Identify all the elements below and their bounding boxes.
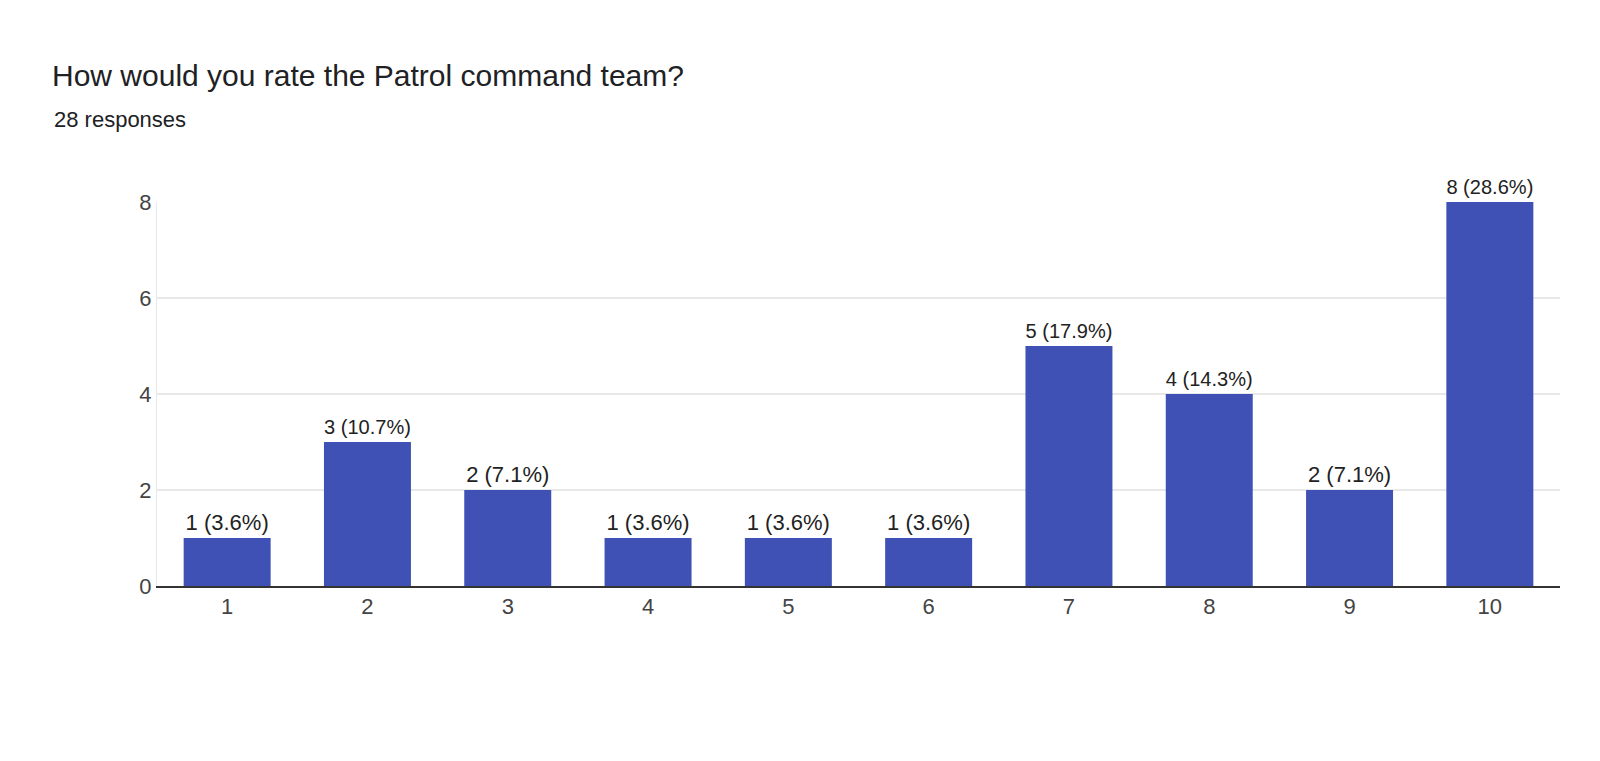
svg-text:3: 3 [502, 594, 514, 619]
svg-text:1 (3.6%): 1 (3.6%) [747, 510, 830, 535]
svg-text:4 (14.3%): 4 (14.3%) [1166, 368, 1253, 390]
svg-text:5: 5 [782, 594, 794, 619]
svg-text:6: 6 [923, 594, 935, 619]
svg-text:5 (17.9%): 5 (17.9%) [1025, 320, 1112, 342]
svg-text:2: 2 [361, 594, 373, 619]
svg-text:8: 8 [1203, 594, 1215, 619]
svg-text:6: 6 [139, 286, 151, 311]
svg-text:2 (7.1%): 2 (7.1%) [466, 462, 549, 487]
svg-text:8: 8 [139, 190, 151, 215]
svg-text:0: 0 [139, 574, 151, 599]
svg-text:2 (7.1%): 2 (7.1%) [1308, 462, 1391, 487]
svg-text:4: 4 [139, 382, 151, 407]
svg-text:9: 9 [1343, 594, 1355, 619]
svg-text:10: 10 [1478, 594, 1502, 619]
svg-text:7: 7 [1063, 594, 1075, 619]
svg-text:3 (10.7%): 3 (10.7%) [324, 416, 411, 438]
svg-text:8 (28.6%): 8 (28.6%) [1446, 176, 1533, 198]
svg-text:2: 2 [139, 478, 151, 503]
svg-text:1 (3.6%): 1 (3.6%) [186, 510, 269, 535]
svg-text:1 (3.6%): 1 (3.6%) [606, 510, 689, 535]
svg-text:1: 1 [221, 594, 233, 619]
svg-text:1 (3.6%): 1 (3.6%) [887, 510, 970, 535]
svg-text:How would you rate the Patrol: How would you rate the Patrol command te… [52, 59, 684, 92]
svg-text:4: 4 [642, 594, 654, 619]
svg-text:28 responses: 28 responses [54, 107, 186, 132]
